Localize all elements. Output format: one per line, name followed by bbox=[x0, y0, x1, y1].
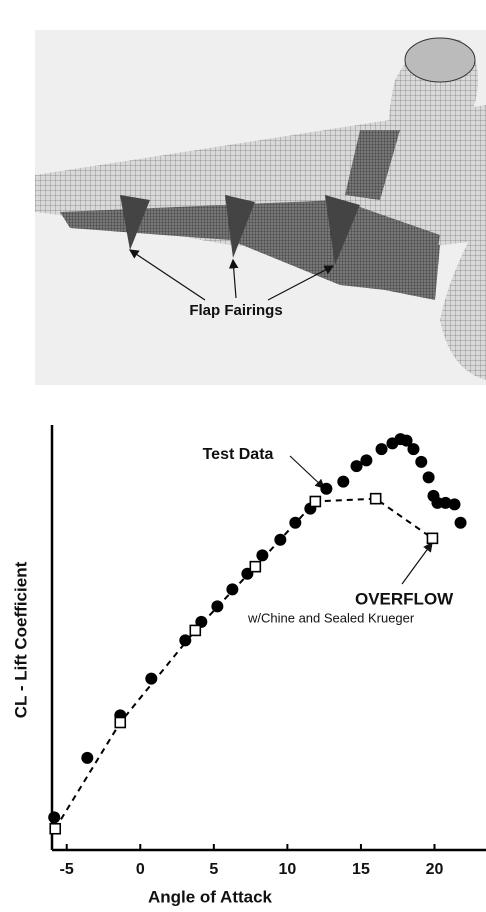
point bbox=[423, 471, 435, 483]
point bbox=[48, 811, 60, 823]
point bbox=[81, 752, 93, 764]
point bbox=[427, 533, 437, 543]
chart: -5 0 5 10 15 20 Angle of Attack CL - Lift Coeff… bbox=[11, 425, 486, 906]
annotation: w/Chine and Sealed Krueger bbox=[247, 610, 415, 625]
point bbox=[250, 562, 260, 572]
page: Flap Fairings -5 0 5 10 15 20 Angle of Attack C… bbox=[0, 0, 486, 912]
point bbox=[50, 824, 60, 834]
x-tick-label: 15 bbox=[352, 861, 370, 878]
point bbox=[376, 443, 388, 455]
point bbox=[190, 625, 200, 635]
x-tick-label: -5 bbox=[60, 861, 74, 878]
figure: Flap Fairings -5 0 5 10 15 20 Angle of Attack C… bbox=[0, 0, 486, 912]
series-line bbox=[55, 499, 432, 829]
point bbox=[115, 718, 125, 728]
point bbox=[226, 583, 238, 595]
x-tick-label: 0 bbox=[136, 861, 145, 878]
series-label: Test Data bbox=[203, 446, 274, 463]
y-axis-label: CL - Lift Coefficient bbox=[11, 561, 30, 718]
x-axis-label: Angle of Attack bbox=[148, 887, 273, 906]
point bbox=[455, 517, 467, 529]
point bbox=[371, 494, 381, 504]
point bbox=[337, 476, 349, 488]
point bbox=[320, 483, 332, 495]
point bbox=[310, 497, 320, 507]
x-tick-label: 20 bbox=[426, 861, 444, 878]
point bbox=[415, 456, 427, 468]
x-tick-label: 10 bbox=[278, 861, 296, 878]
point bbox=[407, 443, 419, 455]
image-label: Flap Fairings bbox=[189, 302, 282, 319]
point bbox=[360, 454, 372, 466]
series-label: OVERFLOW bbox=[355, 589, 454, 608]
x-tick-label: 5 bbox=[209, 861, 218, 878]
mesh-image: Flap Fairings bbox=[35, 30, 486, 584]
point bbox=[449, 498, 461, 510]
